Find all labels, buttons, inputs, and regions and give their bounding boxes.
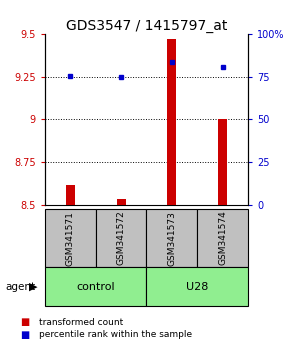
Text: ■: ■ xyxy=(20,317,30,327)
Bar xyxy=(66,185,75,205)
Text: control: control xyxy=(76,282,115,292)
Text: transformed count: transformed count xyxy=(39,318,124,327)
Text: GSM341571: GSM341571 xyxy=(66,211,75,266)
Text: GSM341573: GSM341573 xyxy=(167,211,176,266)
Title: GDS3547 / 1415797_at: GDS3547 / 1415797_at xyxy=(66,19,227,33)
Text: GSM341572: GSM341572 xyxy=(117,211,126,266)
Bar xyxy=(167,39,176,205)
Text: agent: agent xyxy=(6,282,36,292)
Text: GSM341574: GSM341574 xyxy=(218,211,227,266)
Text: ▶: ▶ xyxy=(29,282,38,292)
Text: ■: ■ xyxy=(20,330,30,339)
Text: U28: U28 xyxy=(186,282,209,292)
Text: percentile rank within the sample: percentile rank within the sample xyxy=(39,330,192,339)
Bar xyxy=(218,119,227,205)
Bar xyxy=(117,199,126,205)
